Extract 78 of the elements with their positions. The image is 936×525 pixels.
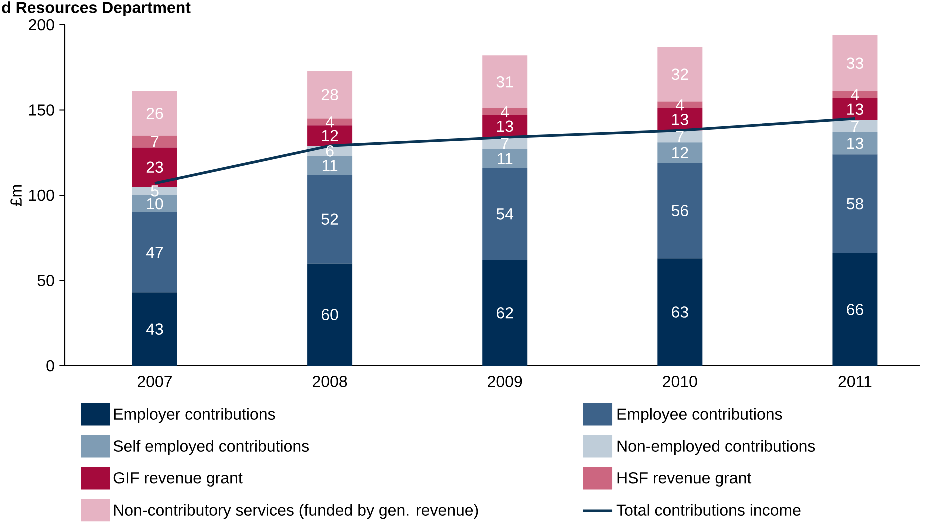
bar [482,168,528,260]
y-tick-label: 100 [29,190,54,202]
data-label: 10 [147,198,164,210]
x-tick-label: 2008 [313,376,348,388]
bar [832,91,878,98]
data-label: 47 [146,247,164,258]
legend-label: Non-employed contributions [618,440,816,456]
data-label: 33 [846,58,864,70]
bar [308,264,353,366]
data-label: 13 [848,138,864,150]
data-label: 28 [322,89,338,101]
data-label: 7 [852,120,859,132]
bar [132,136,178,148]
data-label: 5 [151,186,159,197]
legend-label: GIF revenue grant [114,472,243,487]
legend-label: Self employed contributions [114,440,310,456]
y-axis-title: £m [10,185,22,206]
data-label: 62 [497,307,514,319]
legend-label: Employer contributions [114,408,276,424]
bar [308,175,353,264]
x-tick-label: 2009 [488,376,522,388]
bar [832,120,878,132]
data-label: 4 [501,106,510,118]
data-label: 7 [501,138,509,149]
bar [832,253,878,366]
bar [132,91,178,136]
bar [308,156,353,176]
data-label: 52 [322,214,338,226]
data-label: 12 [672,147,688,158]
legend-label: HSF revenue grant [618,472,752,487]
x-tick-label: 2010 [663,376,698,388]
data-label: 12 [322,130,338,142]
y-tick-label: 50 [38,275,54,286]
bar [482,260,528,366]
bar [132,212,178,293]
data-label: 11 [322,160,338,172]
data-label: 43 [146,324,164,335]
data-label: 4 [851,89,860,100]
data-label: 32 [672,68,688,80]
data-label: 31 [496,76,514,88]
data-label: 60 [322,309,338,320]
x-tick-label: 2011 [838,376,872,388]
data-label: 7 [151,136,159,148]
legend-label: Non-contributory services (funded by gen. revenue) [114,504,478,520]
bar [658,163,703,259]
x-tick-label: 2007 [138,376,172,388]
data-label: 4 [326,116,334,128]
data-label: 54 [496,208,514,220]
bar [132,148,178,187]
data-label: 13 [672,114,688,126]
bar [832,154,878,254]
data-label: 4 [676,100,684,111]
chart-title: d Resources Department [2,2,191,17]
y-tick-label: 150 [29,104,54,116]
data-label: 26 [146,108,164,120]
data-label: 6 [326,146,334,157]
bar [132,195,178,213]
bar [658,142,703,164]
data-label: 13 [848,104,864,116]
legend-label: Total contributions income [616,504,801,516]
data-label: 11 [498,153,513,164]
legend-label: Employee contributions [618,408,782,424]
bar [832,132,878,155]
data-label: 58 [846,198,864,210]
bar [482,108,528,116]
y-tick-label: 200 [29,19,54,31]
bar [658,258,703,366]
bar [658,102,703,109]
bar [132,186,178,196]
data-label: 13 [497,120,514,132]
data-label: 56 [672,205,688,216]
data-label: 23 [146,162,164,174]
data-label: 66 [847,304,864,316]
data-label: 7 [676,131,684,142]
y-tick-label: 0 [46,360,54,372]
bar [132,292,178,366]
data-label: 63 [672,306,688,318]
bar [482,149,528,168]
